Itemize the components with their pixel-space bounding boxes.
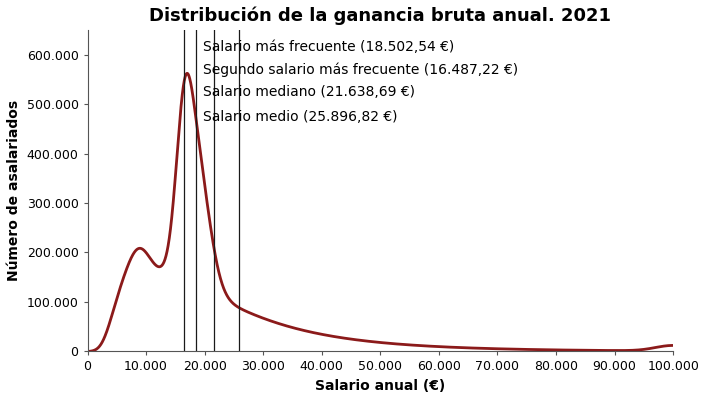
Text: Salario mediano (21.638,69 €): Salario mediano (21.638,69 €) bbox=[203, 85, 415, 99]
Title: Distribución de la ganancia bruta anual. 2021: Distribución de la ganancia bruta anual.… bbox=[150, 7, 611, 26]
Text: Salario más frecuente (18.502,54 €): Salario más frecuente (18.502,54 €) bbox=[203, 40, 455, 54]
X-axis label: Salario anual (€): Salario anual (€) bbox=[315, 379, 445, 393]
Text: Salario medio (25.896,82 €): Salario medio (25.896,82 €) bbox=[203, 110, 398, 124]
Text: Segundo salario más frecuente (16.487,22 €): Segundo salario más frecuente (16.487,22… bbox=[203, 62, 519, 77]
Y-axis label: Número de asalariados: Número de asalariados bbox=[7, 100, 21, 281]
